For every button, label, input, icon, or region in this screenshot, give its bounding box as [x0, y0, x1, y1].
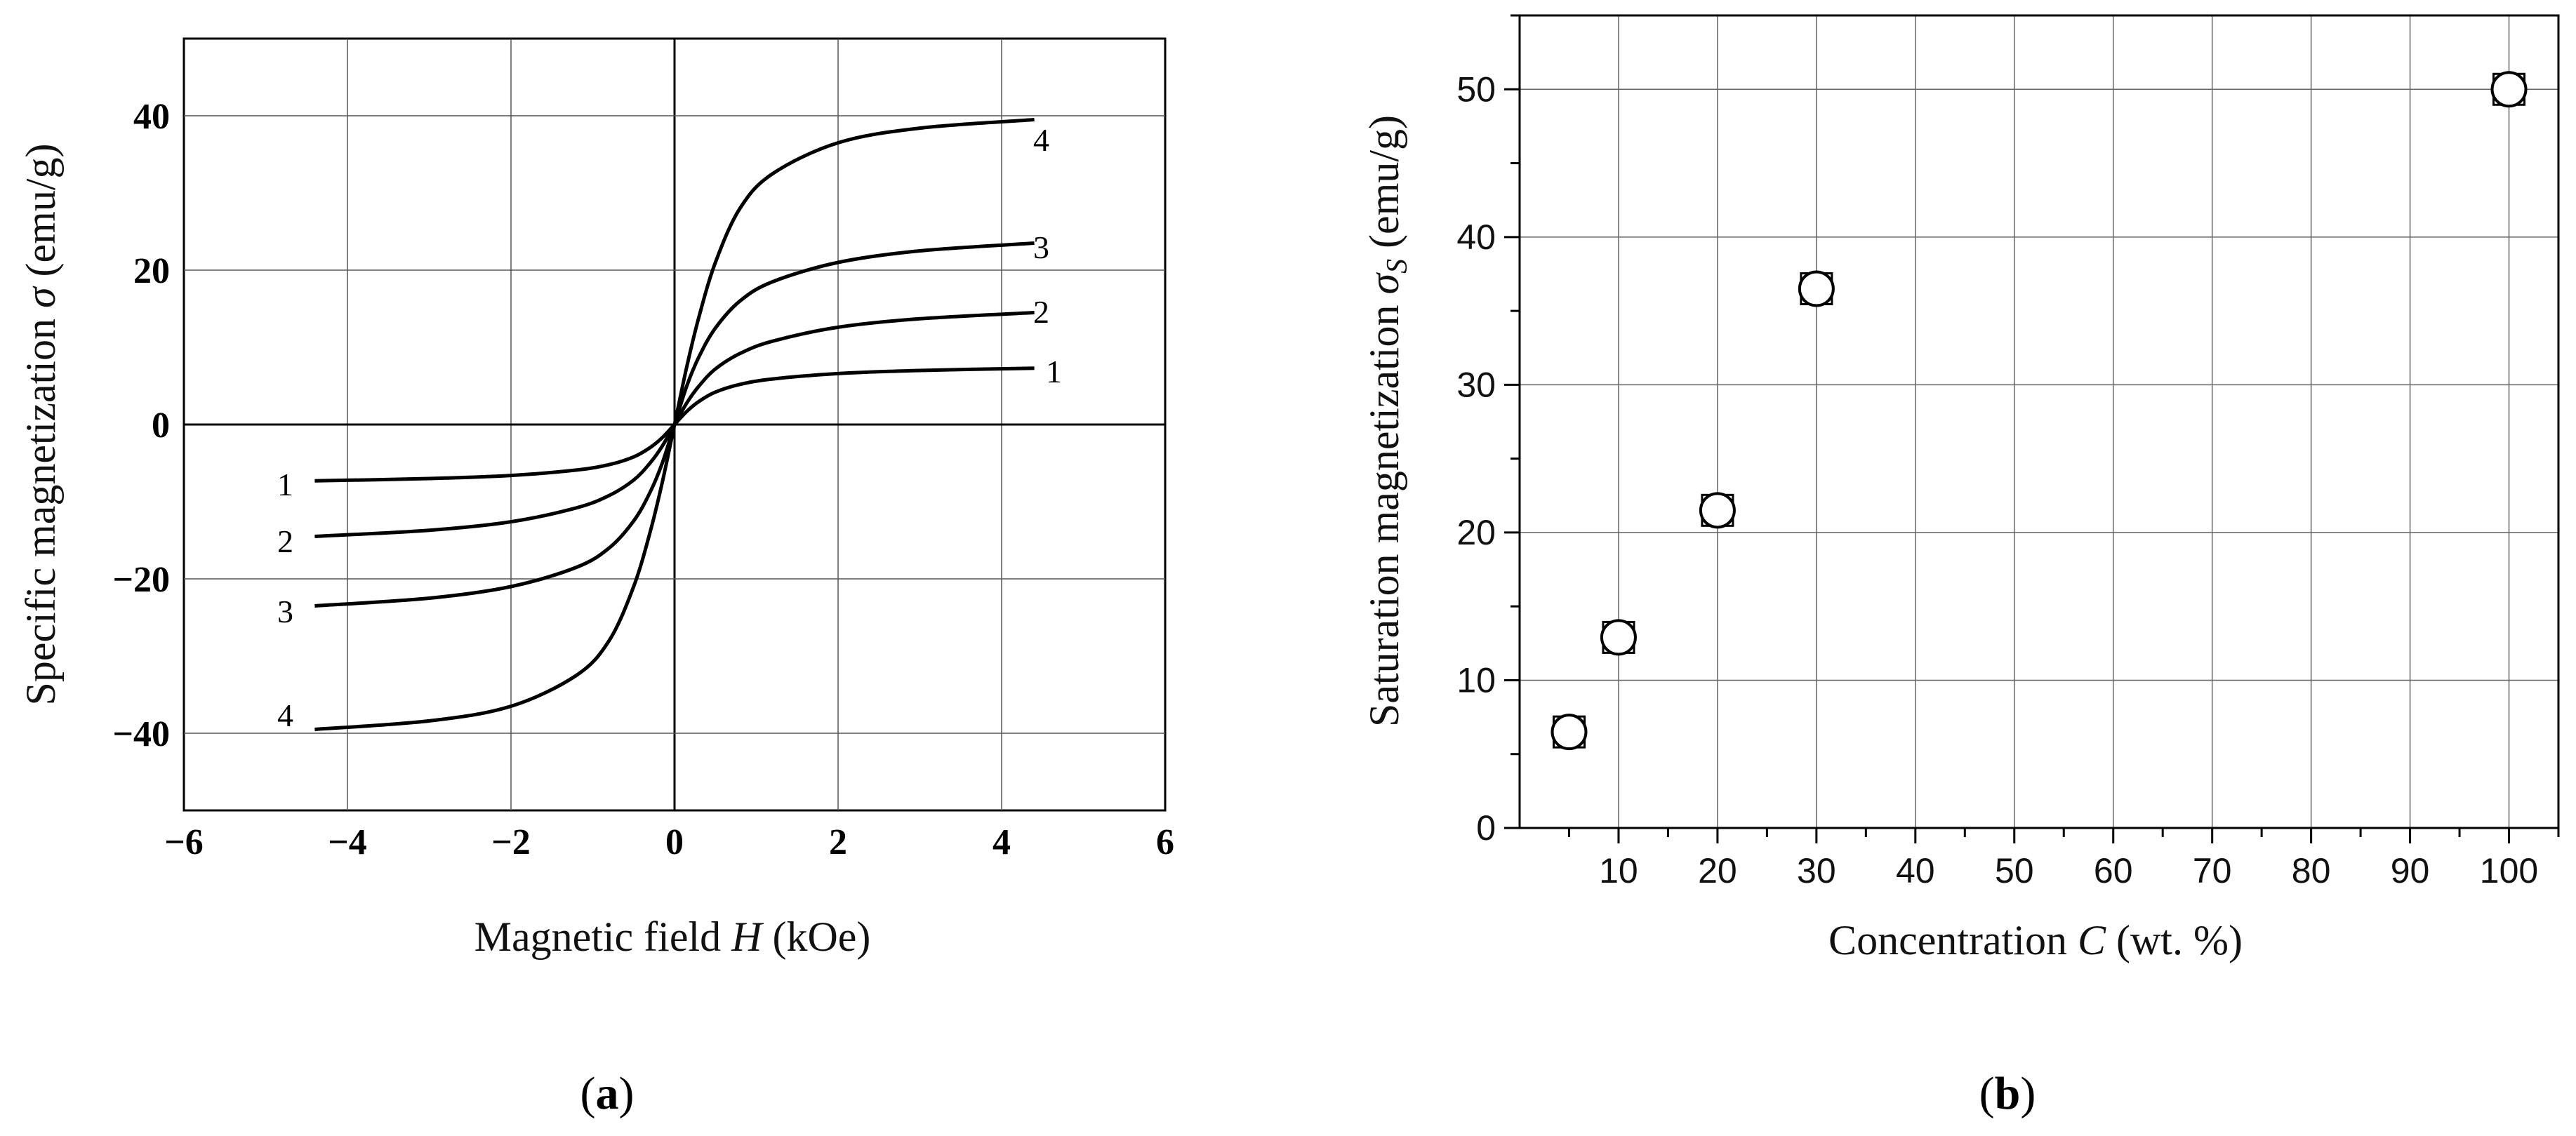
panel-label-a: (a) [580, 1068, 635, 1119]
x-tick-label: 80 [2292, 851, 2331, 890]
x-tick-label: 10 [1599, 851, 1638, 890]
x-tick-label: 90 [2391, 851, 2430, 890]
x-tick-label: −4 [328, 822, 367, 862]
panel-b: 10 20 30 40 50 60 70 80 90 100 0 10 20 30 40 50 Concent… [1361, 14, 2560, 1119]
data-point [2490, 71, 2528, 108]
ticks-b [1504, 14, 2560, 843]
y-tick-label: 10 [1456, 660, 1496, 700]
x-tick-label: −2 [491, 822, 531, 862]
data-point [1600, 619, 1637, 656]
curve-label-right-4: 4 [1033, 122, 1049, 158]
x-axis-title-b: Concentration C (wt. %) [1828, 917, 2243, 963]
x-tick-label: 40 [1896, 851, 1935, 890]
x-tick-label: 20 [1698, 851, 1737, 890]
data-point [1699, 492, 1736, 529]
curve-label-right-1: 1 [1046, 354, 1062, 389]
y-tick-label: 20 [133, 251, 170, 291]
x-tick-label: 30 [1797, 851, 1836, 890]
x-tick-label: 0 [665, 822, 684, 862]
x-tick-label: 100 [2480, 851, 2538, 890]
curve-labels-a: 4 3 2 1 1 2 3 4 [277, 122, 1062, 733]
curves-a [314, 118, 1035, 731]
curve-label-left-4: 4 [277, 697, 293, 733]
y-tick-label: 50 [1456, 69, 1496, 109]
y-tick-label: 0 [1476, 808, 1496, 848]
curve-label-left-2: 2 [277, 523, 293, 559]
y-tick-label: 20 [1456, 513, 1496, 552]
x-tick-label: 4 [992, 822, 1011, 862]
tick-labels-b: 10 20 30 40 50 60 70 80 90 100 0 10 20 30 40 50 [1456, 69, 2538, 890]
plot-frame-b [1518, 14, 2560, 829]
panel-label-b: (b) [1979, 1068, 2036, 1119]
x-tick-label: 2 [829, 822, 847, 862]
grid-b [1520, 15, 2558, 828]
y-tick-label: −40 [112, 714, 170, 754]
data-point [1798, 270, 1835, 307]
x-tick-label: 70 [2193, 851, 2232, 890]
y-axis-title-b: Saturation magnetization σS (emu/g) [1361, 115, 1414, 727]
y-axis-title-a: Specific magnetization σ (emu/g) [18, 144, 64, 706]
y-tick-label: −20 [112, 560, 170, 600]
curve-label-right-3: 3 [1033, 229, 1049, 265]
curve-label-left-1: 1 [277, 467, 293, 502]
x-tick-label: −6 [164, 822, 204, 862]
x-tick-label: 50 [1995, 851, 2034, 890]
x-tick-label: 6 [1156, 822, 1174, 862]
y-tick-label: 30 [1456, 365, 1496, 404]
x-tick-label: 60 [2094, 851, 2133, 890]
curve-4 [314, 118, 1035, 731]
curve-label-right-2: 2 [1033, 294, 1049, 330]
y-tick-label: 40 [133, 97, 170, 137]
x-axis-title-a: Magnetic field H (kOe) [474, 914, 871, 960]
data-point [1551, 714, 1588, 751]
y-tick-label: 0 [152, 406, 170, 446]
points-b [1551, 71, 2528, 751]
y-tick-label: 40 [1456, 218, 1496, 257]
curve-label-left-3: 3 [277, 594, 293, 629]
